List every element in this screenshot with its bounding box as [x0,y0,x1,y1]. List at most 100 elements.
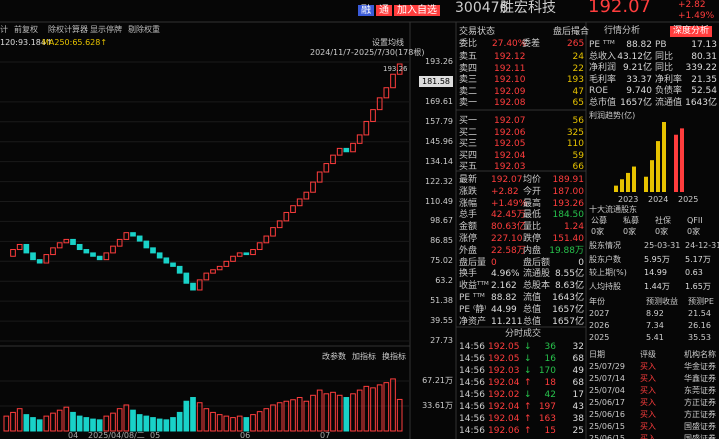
label: 总手 [459,210,478,221]
label: 192.07 [491,175,523,185]
label: 跌停 [523,234,542,244]
indicator-button[interactable]: 加指标 [352,352,376,361]
label: 东莞证券 [684,386,716,395]
book-volume: 22 [572,63,584,74]
profit-bar [656,141,660,192]
indicator-button[interactable]: 改参数 [322,352,346,361]
candle [30,252,36,261]
label: 49 [572,366,584,376]
tab[interactable]: 深度分析 [670,26,713,37]
label: 毛利率 [589,74,617,85]
label: 25-03-31 [644,241,681,250]
toolbar-item[interactable]: 显示停牌 [90,25,122,34]
candle [196,279,203,291]
toolbar-item[interactable]: 计 [0,25,8,34]
candle [156,252,163,259]
volume-bar [350,393,356,432]
book-side: 买一 [459,116,478,126]
label: 14:56 [459,414,485,424]
label: 均价 [523,175,542,185]
label: 2024 [648,195,669,204]
profit-bar [662,122,666,192]
label: 170 [538,366,556,376]
volume-bar [70,411,76,432]
label: 5.41 [646,333,664,342]
current-price: 181.58 [419,75,453,87]
candle [76,243,83,251]
book-side: 卖一 [459,98,478,109]
y-tick-label: 157.79 [425,116,453,126]
label: 私募 [623,216,639,225]
label: 192.06 [488,426,520,436]
toolbar-item[interactable]: 剔除权重 [128,25,160,34]
candle [236,252,243,257]
label: 预测收益 [646,297,678,306]
label: ↓ [524,342,532,352]
label: PE ᵀᵀᴹ [459,293,485,303]
tab[interactable]: 行情分析 [604,26,641,36]
volume-bar [376,384,383,432]
volume-bar [176,411,183,432]
volume-bar [263,408,270,432]
book-price: 192.10 [494,75,526,86]
label: 197 [538,402,556,412]
candle [223,260,230,267]
label: 涨停 [459,234,478,244]
book-price: 192.12 [494,52,526,62]
label: 内盘 [523,245,542,256]
volume-bar [203,408,210,432]
label: 人均持股 [589,281,621,291]
candle [183,272,190,284]
x-label: 2025/04/08/二 [88,431,145,439]
label: 80.31 [691,51,717,62]
label: 192.02 [488,390,520,400]
candle [310,181,316,193]
label: 8.92 [646,309,664,318]
candle [330,154,336,165]
settings[interactable]: 设置均线 [372,38,404,47]
label: 买入 [640,434,656,439]
label: 193.26 [552,198,585,209]
volume-bar [383,382,390,432]
book-volume: 56 [572,116,584,126]
candle [50,247,56,256]
volume-bar [63,406,70,432]
label: QFII [687,216,703,225]
candle [290,205,296,213]
header-button[interactable]: 通 [376,5,392,16]
candle [243,252,250,256]
book-side: 买二 [459,127,478,138]
y-tick-label: 122.32 [425,176,453,186]
label: ↑ [524,414,532,424]
volume-bar [23,414,30,432]
candle [303,191,310,200]
volume-bar [356,389,363,432]
label: 16 [544,354,556,364]
book-price: 192.08 [494,98,526,109]
book-price: 192.06 [494,127,526,138]
label: 9.740 [626,86,652,97]
label: 14:56 [459,402,485,412]
header-button[interactable]: 加入自选 [394,5,440,16]
label: 42 [544,390,556,400]
candle [143,240,150,249]
indicator-button[interactable]: 换指标 [382,352,406,361]
label: 68 [572,378,584,388]
toolbar-item[interactable]: 前复权 [14,25,38,34]
candle [203,272,210,281]
label: 163 [538,414,556,424]
profit-bar [680,128,684,192]
volume-bar [216,414,223,432]
volume-bar [310,394,316,432]
volume-bar [223,415,230,432]
volume-bar [130,409,136,432]
toolbar-item[interactable]: 除权计算器 [48,25,88,34]
candle [216,265,223,271]
book-side: 买四 [459,150,478,161]
candle [390,73,396,89]
header-button[interactable]: 融 [358,5,374,16]
label: 0家 [591,227,605,236]
label: 42.45万 [491,210,526,221]
